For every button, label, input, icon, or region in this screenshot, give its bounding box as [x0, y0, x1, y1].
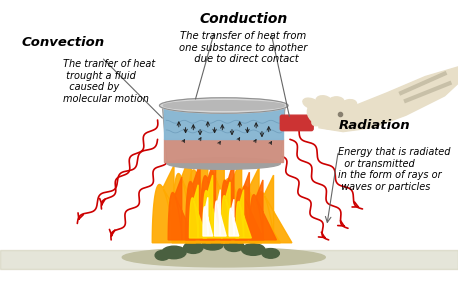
Polygon shape: [229, 199, 239, 236]
Polygon shape: [186, 163, 215, 240]
Polygon shape: [221, 182, 239, 238]
Polygon shape: [215, 190, 226, 236]
Ellipse shape: [155, 251, 170, 260]
Polygon shape: [200, 155, 231, 240]
Ellipse shape: [341, 100, 356, 109]
Polygon shape: [235, 172, 264, 240]
Ellipse shape: [307, 101, 350, 129]
Ellipse shape: [328, 97, 344, 106]
Polygon shape: [221, 158, 262, 243]
Polygon shape: [238, 167, 280, 243]
Polygon shape: [0, 250, 458, 269]
Ellipse shape: [202, 239, 223, 250]
Polygon shape: [190, 185, 207, 238]
FancyBboxPatch shape: [280, 115, 313, 131]
Text: Convection: Convection: [21, 36, 104, 49]
Polygon shape: [164, 106, 283, 139]
Polygon shape: [206, 148, 243, 243]
Ellipse shape: [224, 240, 244, 251]
Polygon shape: [152, 165, 196, 243]
Text: The tranfer of heat
 trought a fluid
  caused by
molecular motion: The tranfer of heat trought a fluid caus…: [63, 59, 155, 104]
Polygon shape: [203, 197, 213, 236]
Text: Energy that is radiated
  or transmitted
in the form of rays or
 waves or partic: Energy that is radiated or transmitted i…: [338, 147, 451, 192]
Polygon shape: [236, 190, 251, 238]
Polygon shape: [172, 151, 211, 243]
Text: The transfer of heat from
one substance to another
  due to direct contact: The transfer of heat from one substance …: [179, 31, 308, 64]
Text: Conduction: Conduction: [200, 12, 288, 26]
Ellipse shape: [303, 98, 319, 109]
Text: Radiation: Radiation: [338, 119, 410, 132]
Ellipse shape: [122, 248, 325, 267]
Ellipse shape: [167, 158, 280, 169]
Polygon shape: [163, 106, 285, 164]
Polygon shape: [187, 146, 229, 243]
Polygon shape: [249, 180, 276, 240]
Ellipse shape: [316, 96, 331, 106]
Ellipse shape: [242, 244, 265, 255]
Polygon shape: [255, 175, 292, 243]
Ellipse shape: [262, 248, 279, 258]
Polygon shape: [220, 161, 247, 240]
Polygon shape: [168, 177, 195, 240]
Ellipse shape: [164, 101, 284, 110]
Ellipse shape: [312, 114, 326, 126]
Polygon shape: [203, 175, 222, 238]
Polygon shape: [319, 67, 458, 132]
Ellipse shape: [162, 246, 186, 259]
Ellipse shape: [159, 98, 288, 113]
Polygon shape: [164, 139, 283, 161]
Ellipse shape: [183, 242, 203, 254]
